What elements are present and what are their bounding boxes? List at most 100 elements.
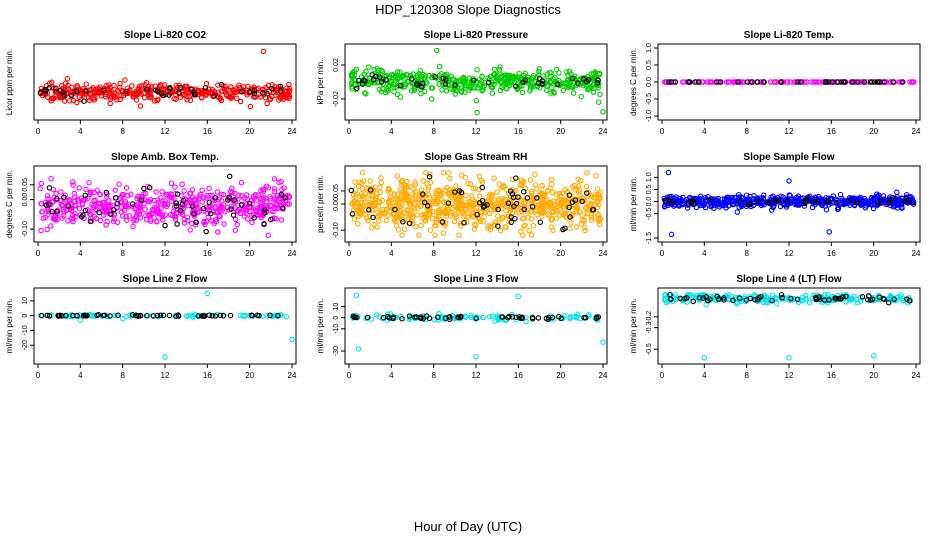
data-point (529, 203, 536, 210)
data-point (405, 184, 411, 190)
data-point (835, 206, 841, 212)
data-point (754, 79, 761, 85)
data-point (105, 204, 111, 210)
data-point (359, 185, 366, 192)
data-point (578, 80, 584, 86)
data-point (154, 210, 161, 216)
data-point (249, 219, 255, 226)
data-point (421, 199, 428, 206)
data-point (64, 76, 71, 82)
data-point (397, 186, 403, 193)
data-point (271, 186, 278, 192)
x-tick-label: 0 (36, 249, 41, 258)
data-point (528, 232, 535, 238)
data-point (385, 198, 392, 205)
y-tick-label: 0.0 (646, 197, 653, 207)
data-point (539, 209, 546, 215)
panel-title: Slope Li-820 Pressure (424, 30, 529, 41)
data-point (137, 202, 143, 208)
data-point (528, 216, 535, 222)
data-point (556, 190, 563, 197)
data-point (232, 227, 239, 234)
data-point (87, 211, 93, 217)
data-point (74, 312, 80, 319)
data-point (394, 215, 400, 221)
data-point (278, 217, 285, 223)
data-point (813, 295, 820, 302)
data-point (711, 205, 717, 211)
data-point (237, 98, 244, 105)
data-point (903, 195, 910, 202)
data-point (116, 181, 122, 187)
x-tick-label: 24 (912, 371, 921, 380)
data-point (513, 187, 519, 194)
data-point (576, 189, 582, 195)
data-point (886, 200, 893, 206)
data-point (271, 176, 278, 182)
data-point (245, 216, 251, 222)
data-point (455, 196, 462, 203)
data-point (462, 174, 469, 181)
data-point (584, 190, 590, 196)
data-point (229, 190, 235, 196)
data-point (204, 192, 210, 199)
data-point (211, 93, 217, 99)
data-point (791, 79, 797, 85)
data-point (227, 312, 234, 319)
data-point (595, 216, 601, 223)
data-point (585, 311, 592, 318)
data-point (760, 196, 766, 202)
data-point (871, 196, 877, 203)
data-point (443, 76, 449, 82)
data-point (192, 312, 198, 318)
data-point (434, 192, 440, 199)
y-tick-label: 0.5 (646, 60, 653, 70)
data-point (784, 79, 791, 85)
data-point (864, 79, 870, 85)
data-point (261, 221, 267, 228)
data-point (378, 79, 385, 85)
data-point (278, 191, 285, 198)
data-point (460, 75, 467, 81)
data-point (833, 199, 840, 206)
data-point (830, 193, 836, 199)
data-point (581, 314, 587, 321)
data-point (596, 196, 603, 203)
data-point (63, 312, 69, 319)
data-point (364, 314, 371, 321)
data-point (110, 218, 117, 225)
data-point (40, 215, 47, 221)
data-point (834, 79, 840, 85)
panel-title: Slope Gas Stream RH (425, 152, 528, 163)
data-point (667, 296, 674, 302)
data-point (115, 312, 121, 318)
data-point (685, 79, 692, 85)
data-point (463, 314, 469, 321)
data-point (849, 79, 855, 85)
data-point (707, 79, 713, 85)
data-point (367, 187, 374, 193)
panel-3: Slope Li-820 Temp. degrees C per min. 0 4 8 1… (629, 30, 921, 136)
data-point (486, 76, 493, 83)
data-point (101, 209, 108, 215)
data-point (560, 211, 566, 218)
data-point (426, 211, 433, 218)
x-tick-label: 16 (514, 249, 523, 258)
data-point (251, 215, 257, 221)
data-point (496, 67, 503, 73)
x-tick-label: 12 (472, 127, 481, 136)
data-point (751, 193, 757, 199)
data-point (515, 293, 522, 300)
data-point (457, 220, 464, 226)
data-point (232, 216, 239, 223)
data-point (69, 212, 76, 219)
data-point (227, 188, 234, 195)
data-point (151, 204, 158, 211)
data-point (665, 79, 672, 85)
data-point (395, 227, 402, 233)
data-point (778, 291, 785, 298)
data-point (456, 199, 463, 206)
data-point (473, 315, 479, 322)
data-point (495, 316, 501, 323)
data-point (111, 82, 117, 89)
